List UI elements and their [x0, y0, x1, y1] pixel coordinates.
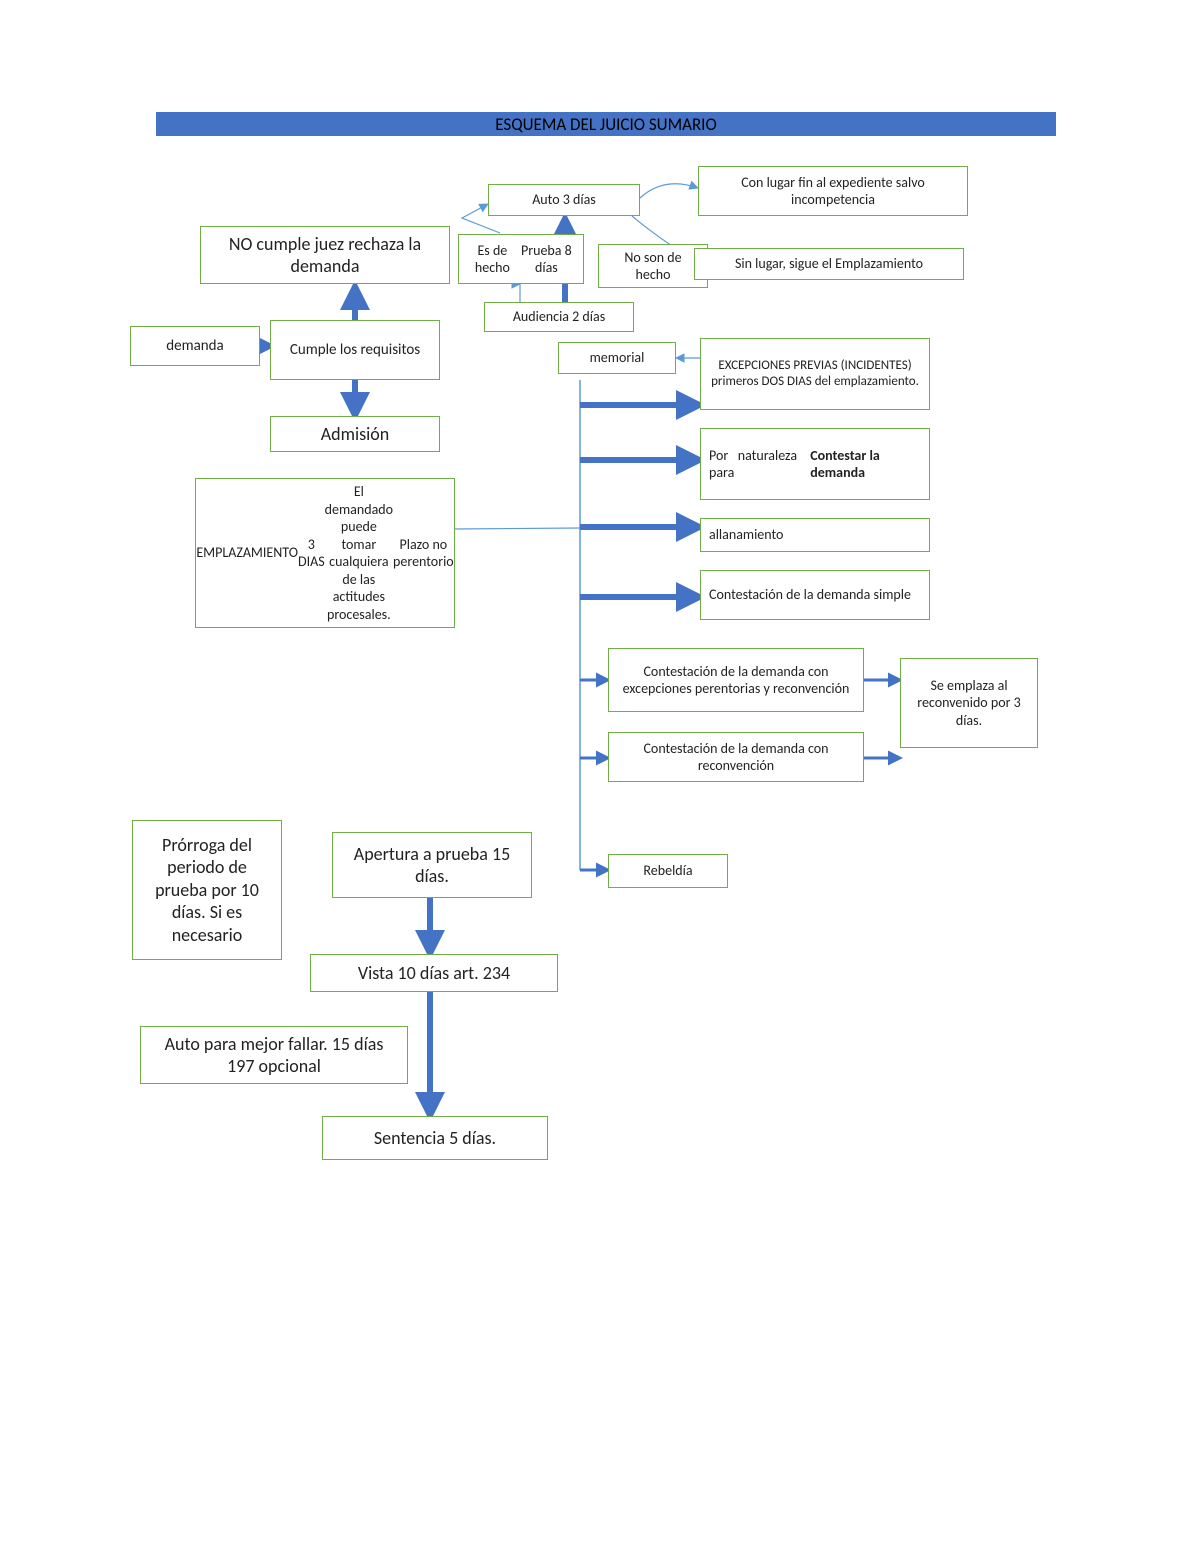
node-se_emplaza: Se emplaza al reconvenido por 3 días.: [900, 658, 1038, 748]
node-contest_simple: Contestación de la demanda simple: [700, 570, 930, 620]
node-con_lugar: Con lugar fin al expediente salvo incomp…: [698, 166, 968, 216]
node-sin_lugar: Sin lugar, sigue el Emplazamiento: [694, 248, 964, 280]
node-audiencia: Audiencia 2 días: [484, 302, 634, 332]
node-es_de_hecho: Es de hechoPrueba 8 días: [458, 234, 584, 284]
node-admision: Admisión: [270, 416, 440, 452]
diagram-canvas: ESQUEMA DEL JUICIO SUMARIO demandaCumple…: [0, 0, 1200, 1553]
node-prorroga: Prórroga del periodo de prueba por 10 dí…: [132, 820, 282, 960]
node-demanda: demanda: [130, 326, 260, 366]
node-por_naturaleza: Por naturaleza para Contestar la demanda: [700, 428, 930, 500]
node-apertura: Apertura a prueba 15 días.: [332, 832, 532, 898]
node-rebeldia: Rebeldía: [608, 854, 728, 888]
node-excepciones: EXCEPCIONES PREVIAS (INCIDENTES) primero…: [700, 338, 930, 410]
node-contest_per: Contestación de la demanda con excepcion…: [608, 648, 864, 712]
node-allanamiento: allanamiento: [700, 518, 930, 552]
node-no_cumple: NO cumple juez rechaza la demanda: [200, 226, 450, 284]
node-emplazamiento: EMPLAZAMIENTO3 DIASEl demandado puede to…: [195, 478, 455, 628]
node-cumple: Cumple los requisitos: [270, 320, 440, 380]
node-no_de_hecho: No son de hecho: [598, 244, 708, 288]
node-contest_recon: Contestación de la demanda con reconvenc…: [608, 732, 864, 782]
node-vista: Vista 10 días art. 234: [310, 954, 558, 992]
node-auto_fallar: Auto para mejor fallar. 15 días 197 opci…: [140, 1026, 408, 1084]
page-title: ESQUEMA DEL JUICIO SUMARIO: [156, 112, 1056, 136]
node-sentencia: Sentencia 5 días.: [322, 1116, 548, 1160]
connector-layer: [0, 0, 1200, 1553]
node-auto3: Auto 3 días: [488, 184, 640, 216]
node-memorial: memorial: [558, 342, 676, 374]
